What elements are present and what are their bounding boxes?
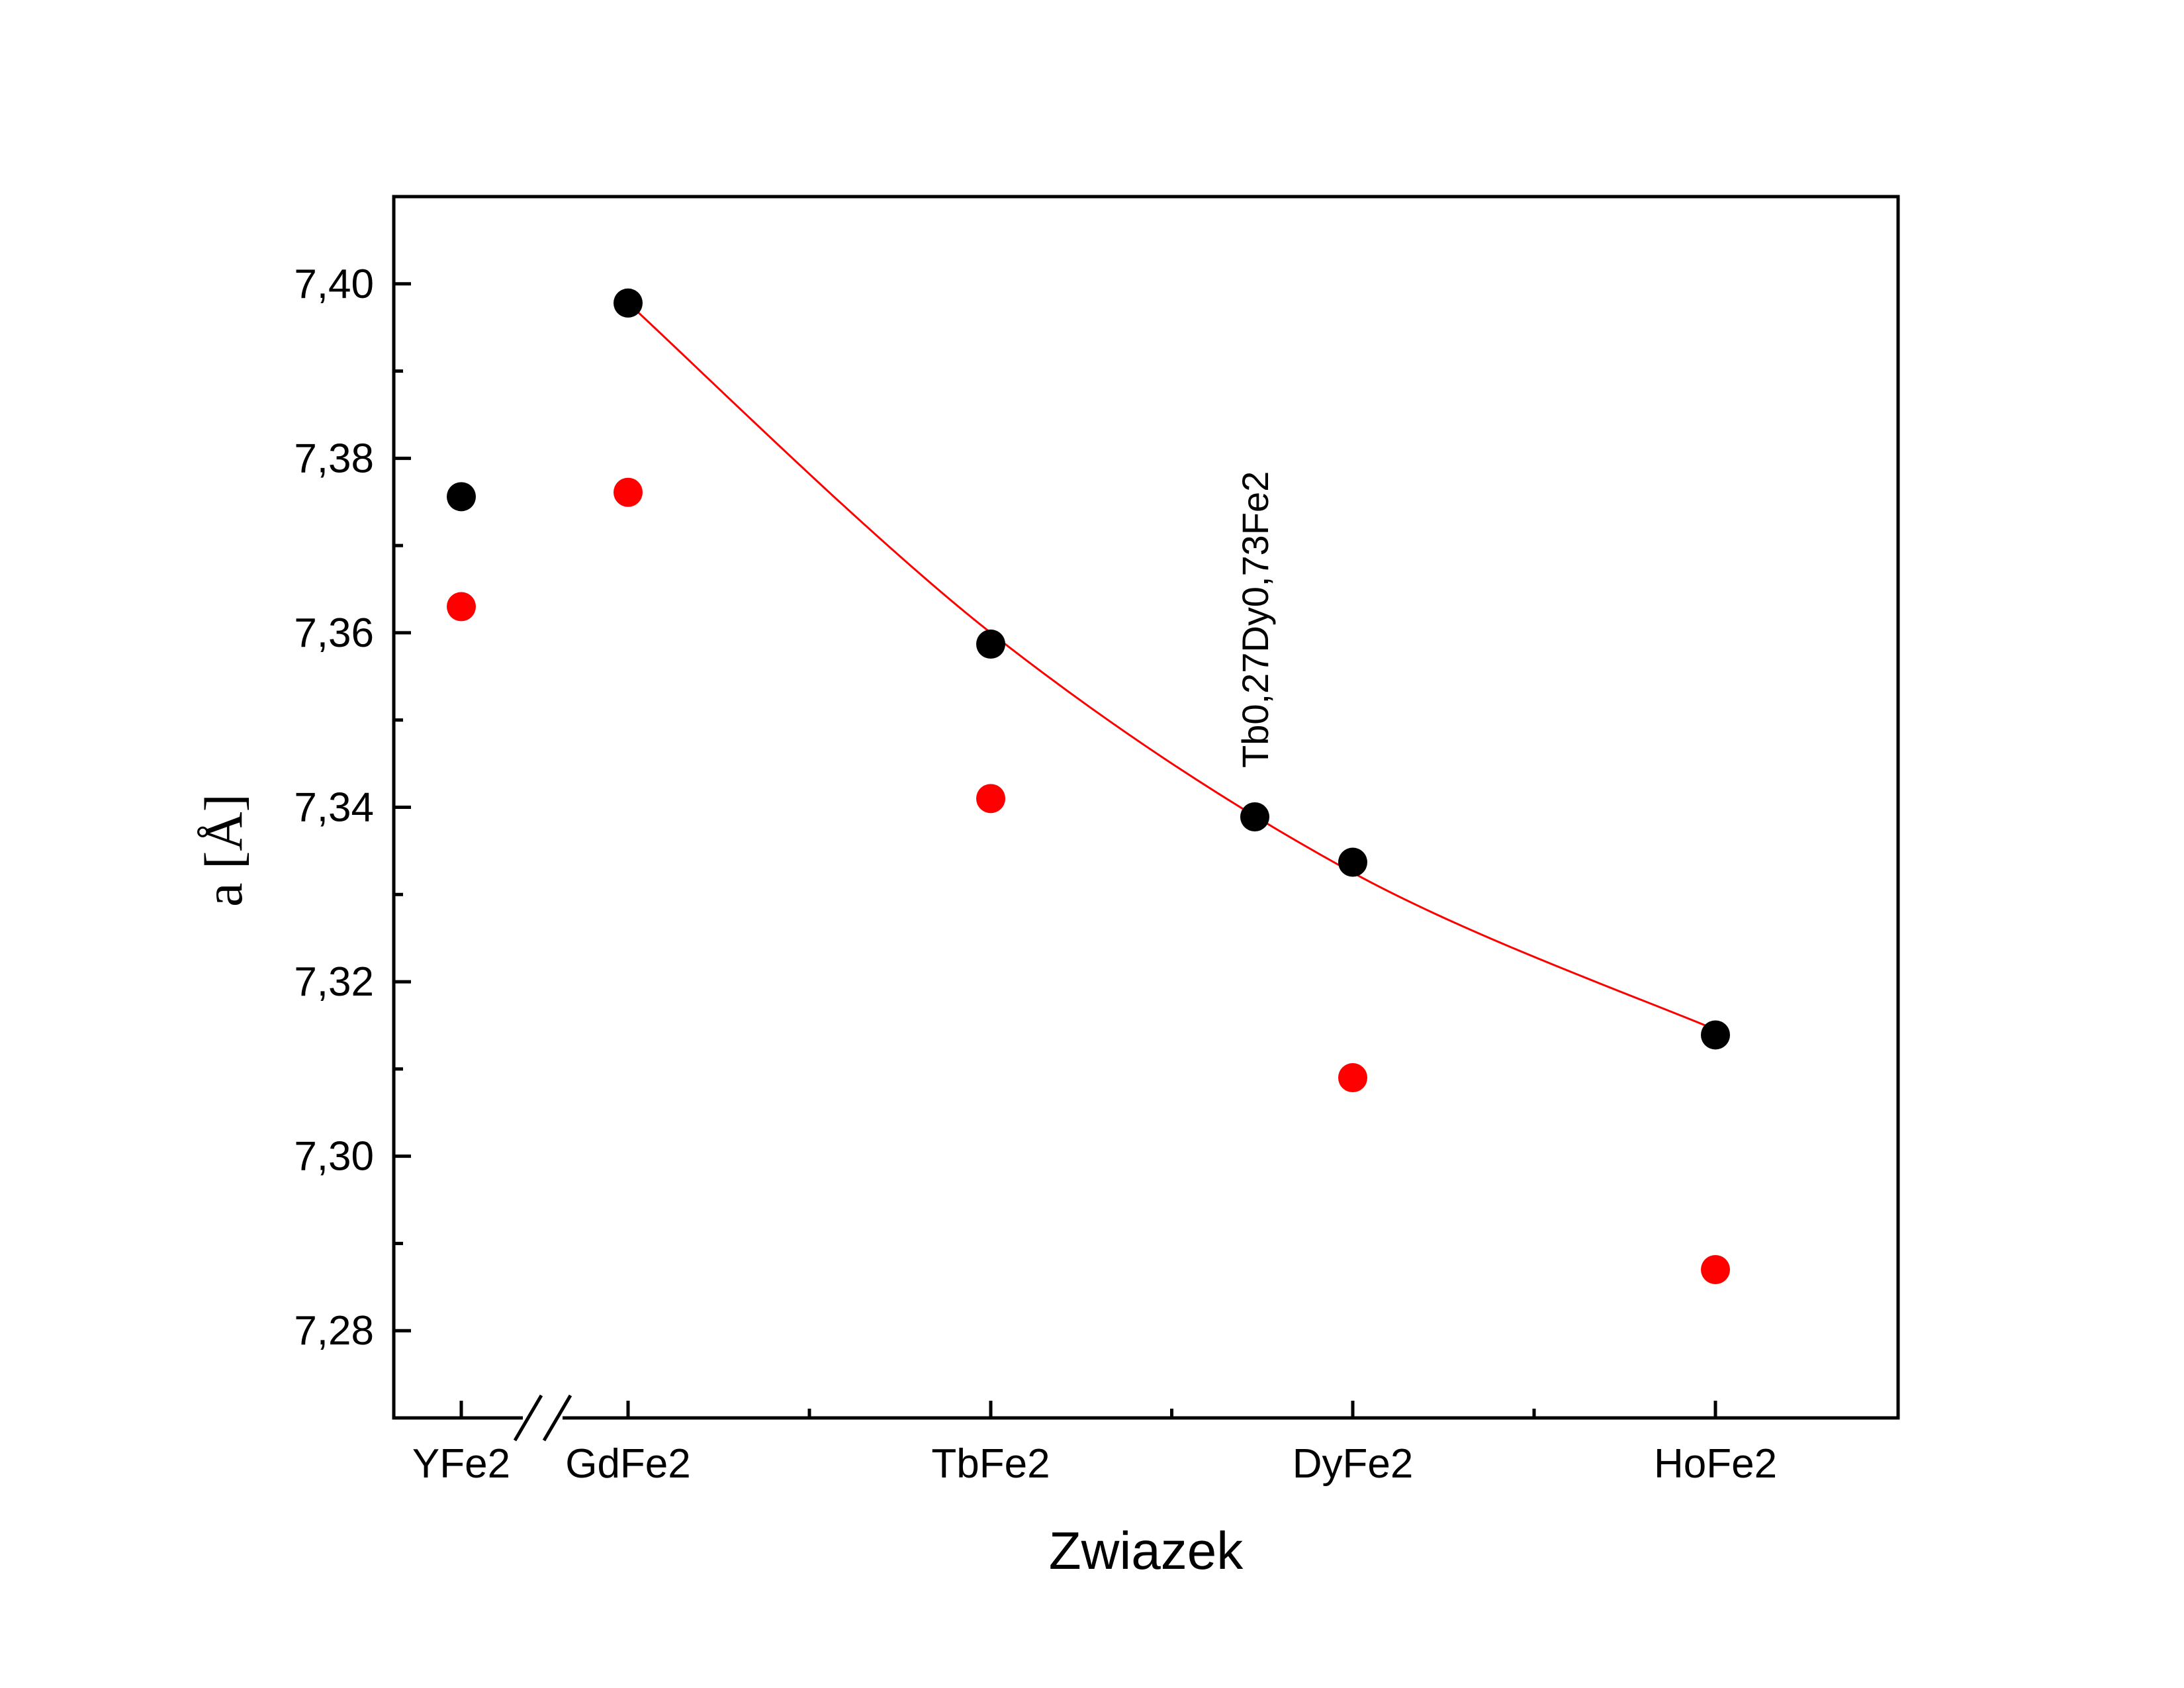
x-axis-title: Zwiazek xyxy=(1049,1521,1244,1580)
x-tick-label: TbFe2 xyxy=(931,1441,1050,1487)
red-data-point xyxy=(1338,1063,1367,1093)
x-tick-label: HoFe2 xyxy=(1654,1441,1777,1487)
black-data-point xyxy=(614,288,643,318)
fit-curve-layer xyxy=(627,302,1716,1031)
axis-break-slash xyxy=(542,1394,572,1442)
red-data-point xyxy=(1701,1254,1730,1284)
red-data-point xyxy=(976,784,1005,814)
y-tick-label: 7,38 xyxy=(294,436,374,481)
x-axis-ticks: YFe2 GdFe2 TbFe2 DyFe2 HoFe2 xyxy=(412,1401,1777,1487)
black-data-point xyxy=(1240,802,1269,831)
fit-curve xyxy=(627,302,1716,1031)
axis-break-gap xyxy=(523,1413,563,1423)
x-tick-label: DyFe2 xyxy=(1293,1441,1414,1487)
x-tick-label: YFe2 xyxy=(412,1441,510,1487)
red-data-point xyxy=(447,592,476,622)
y-tick-label: 7,32 xyxy=(294,959,374,1005)
x-tick-label: GdFe2 xyxy=(565,1441,691,1487)
data-points-layer xyxy=(447,288,1730,1284)
plot-border xyxy=(392,195,1900,1420)
y-tick-label: 7,28 xyxy=(294,1308,374,1354)
point-annotation: Tb0,27Dy0,73Fe2 xyxy=(1234,471,1276,768)
plot-frame xyxy=(392,195,1900,1420)
annotation-layer: Tb0,27Dy0,73Fe2 xyxy=(1234,471,1276,768)
y-axis-ticks: 7,28 7,30 7,32 7,34 7,36 7,38 7,40 xyxy=(294,261,411,1354)
y-tick-label: 7,34 xyxy=(294,785,374,831)
axis-break-slash xyxy=(513,1394,543,1442)
black-data-point xyxy=(976,630,1005,659)
black-data-point xyxy=(1701,1020,1730,1050)
y-tick-label: 7,40 xyxy=(294,261,374,307)
y-tick-label: 7,36 xyxy=(294,610,374,656)
axis-break-marks xyxy=(513,1394,572,1442)
red-data-point xyxy=(614,477,643,507)
y-tick-label: 7,30 xyxy=(294,1134,374,1180)
black-data-point xyxy=(447,482,476,512)
black-data-point xyxy=(1338,847,1367,877)
y-axis-title: a [Å] xyxy=(193,794,253,907)
